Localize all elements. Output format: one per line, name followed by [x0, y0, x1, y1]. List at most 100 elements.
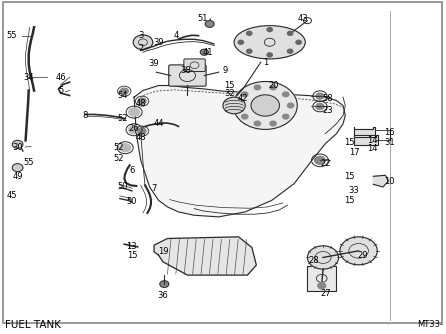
Text: 17: 17 — [349, 148, 359, 157]
Text: 39: 39 — [153, 38, 164, 47]
Ellipse shape — [234, 26, 305, 59]
Text: 28: 28 — [309, 256, 319, 265]
Circle shape — [12, 140, 23, 148]
Text: 42: 42 — [238, 94, 248, 103]
Circle shape — [314, 156, 325, 164]
Circle shape — [307, 246, 339, 269]
Text: 31: 31 — [384, 138, 395, 147]
Circle shape — [133, 35, 153, 49]
Text: MT33-: MT33- — [417, 321, 443, 329]
Circle shape — [270, 85, 276, 90]
Circle shape — [247, 49, 252, 53]
Circle shape — [288, 103, 294, 108]
Circle shape — [200, 49, 208, 55]
Text: 46: 46 — [55, 73, 66, 82]
Text: 10: 10 — [384, 177, 395, 186]
Text: 58: 58 — [322, 94, 333, 103]
Text: 15: 15 — [344, 196, 355, 205]
Polygon shape — [154, 237, 256, 275]
Text: 26: 26 — [129, 124, 140, 133]
Text: 44: 44 — [153, 119, 164, 128]
Circle shape — [238, 40, 244, 44]
Text: 39: 39 — [149, 59, 159, 68]
Circle shape — [223, 97, 245, 114]
Text: 48: 48 — [136, 99, 146, 108]
Text: 19: 19 — [158, 247, 168, 256]
Circle shape — [318, 283, 326, 289]
Text: 20: 20 — [269, 81, 279, 90]
Text: 52: 52 — [113, 154, 124, 163]
Circle shape — [270, 121, 276, 126]
Text: 36: 36 — [157, 291, 168, 300]
Circle shape — [237, 103, 243, 108]
Text: 50: 50 — [118, 182, 128, 191]
Text: 45: 45 — [7, 191, 17, 200]
Text: 43: 43 — [298, 14, 308, 23]
Text: 8: 8 — [83, 111, 88, 120]
Text: 23: 23 — [322, 106, 333, 115]
Text: 14: 14 — [367, 136, 377, 145]
Text: 14: 14 — [367, 144, 377, 153]
Text: 15: 15 — [127, 250, 137, 260]
Text: 9: 9 — [223, 66, 228, 75]
Circle shape — [242, 114, 248, 119]
Text: 3: 3 — [138, 31, 144, 40]
Text: 15: 15 — [224, 81, 235, 90]
Circle shape — [254, 121, 260, 126]
Polygon shape — [373, 175, 388, 187]
FancyBboxPatch shape — [169, 65, 206, 86]
Circle shape — [12, 164, 23, 172]
Text: 55: 55 — [7, 31, 17, 40]
Circle shape — [129, 126, 140, 134]
Circle shape — [120, 88, 128, 94]
Text: 52: 52 — [118, 114, 128, 123]
Text: 49: 49 — [12, 172, 23, 181]
Text: 16: 16 — [384, 128, 395, 137]
Text: 29: 29 — [358, 250, 368, 260]
Circle shape — [251, 95, 280, 116]
Circle shape — [242, 92, 248, 97]
Text: 55: 55 — [23, 158, 33, 167]
Text: 41: 41 — [202, 48, 213, 57]
Circle shape — [288, 31, 293, 35]
Text: 7: 7 — [151, 184, 157, 193]
Circle shape — [296, 40, 301, 44]
Polygon shape — [354, 135, 378, 145]
Circle shape — [138, 98, 146, 104]
Text: 13: 13 — [127, 242, 137, 251]
Circle shape — [316, 93, 324, 99]
Text: 52: 52 — [113, 143, 124, 152]
Circle shape — [205, 21, 214, 27]
Text: 5: 5 — [58, 86, 63, 95]
Circle shape — [283, 92, 289, 97]
Text: 48: 48 — [136, 133, 146, 142]
Text: 54: 54 — [118, 91, 128, 100]
Text: 22: 22 — [320, 159, 330, 168]
Text: 15: 15 — [344, 172, 355, 181]
Text: 4: 4 — [173, 31, 179, 40]
Text: 15: 15 — [344, 138, 355, 147]
Text: 30: 30 — [12, 143, 23, 152]
Circle shape — [267, 53, 273, 57]
Circle shape — [267, 28, 273, 32]
Circle shape — [316, 104, 324, 110]
Circle shape — [129, 108, 140, 116]
Polygon shape — [354, 127, 375, 135]
Bar — [307, 266, 336, 291]
Circle shape — [233, 81, 297, 129]
Circle shape — [288, 49, 293, 53]
Text: 50: 50 — [127, 197, 137, 206]
Text: 51: 51 — [198, 14, 208, 23]
Text: 33: 33 — [349, 186, 359, 195]
Circle shape — [254, 85, 260, 90]
Text: 38: 38 — [180, 66, 190, 75]
Circle shape — [340, 237, 377, 265]
Text: 32: 32 — [224, 89, 235, 98]
Text: FUEL TANK: FUEL TANK — [5, 320, 61, 330]
Text: 6: 6 — [129, 166, 135, 175]
Text: 34: 34 — [23, 73, 33, 82]
Text: 27: 27 — [320, 289, 330, 298]
FancyBboxPatch shape — [184, 59, 205, 71]
Text: 2: 2 — [138, 44, 143, 53]
Polygon shape — [134, 86, 345, 217]
